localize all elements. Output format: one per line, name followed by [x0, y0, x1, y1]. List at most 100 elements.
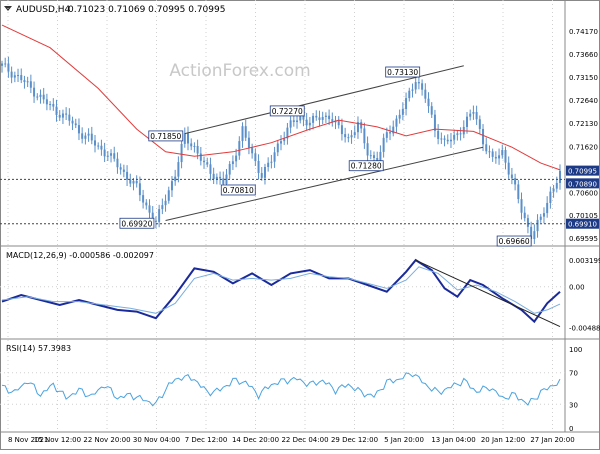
candle-body — [219, 176, 222, 179]
candle-body — [356, 122, 359, 133]
candle-body — [466, 116, 468, 127]
candle-body — [231, 161, 234, 165]
x-tick-label: 27 Jan 20:00 — [530, 436, 574, 444]
candle-body — [183, 133, 186, 144]
candle-body — [305, 119, 308, 126]
candle-body — [286, 127, 289, 139]
candle-body — [33, 87, 36, 97]
candle-body — [263, 167, 266, 178]
rsi-y-tick-label: 0 — [569, 425, 573, 433]
candle-body — [469, 113, 472, 117]
candle-body — [453, 134, 456, 140]
candle-body — [254, 153, 257, 161]
candle-body — [20, 75, 23, 81]
candle-body — [437, 130, 440, 139]
rsi-y-tick-label: 70 — [569, 370, 578, 378]
candle-body — [45, 99, 48, 105]
candle-body — [257, 160, 260, 174]
watermark: ActionForex.com — [169, 61, 310, 81]
candle-body — [405, 98, 408, 110]
candle-body — [270, 161, 273, 163]
candle-body — [315, 115, 318, 118]
candle-body — [498, 155, 501, 159]
candle-body — [289, 120, 292, 128]
sma-line — [1, 24, 561, 171]
level-annotation-box — [119, 217, 155, 229]
level-annotation-label: 0.70810 — [223, 186, 254, 195]
x-tick-label: 29 Dec 12:00 — [331, 436, 378, 444]
level-annotation-label: 0.69660 — [499, 237, 530, 246]
candle-body — [389, 132, 392, 134]
candle-body — [244, 126, 247, 138]
candle-body — [459, 133, 462, 135]
level-annotation-label: 0.72270 — [272, 107, 303, 116]
candle-body — [52, 104, 55, 107]
y-tick-label: 0.70600 — [569, 189, 598, 197]
candle-body — [363, 128, 366, 144]
x-tick-label: 22 Nov 20:00 — [83, 436, 130, 444]
candle-body — [113, 153, 116, 159]
candle-body — [559, 170, 561, 183]
candle-body — [196, 145, 199, 154]
candle-body — [408, 90, 411, 99]
candle-body — [148, 205, 151, 213]
candle-body — [276, 143, 279, 153]
candle-body — [449, 139, 452, 142]
candle-body — [491, 151, 494, 157]
candle-body — [331, 119, 334, 123]
candle-body — [199, 153, 202, 161]
candle-body — [110, 153, 113, 156]
candle-body — [36, 96, 39, 98]
candle-body — [347, 137, 350, 139]
candle-body — [353, 132, 356, 136]
candle-body — [433, 114, 436, 131]
macd-signal-line — [1, 266, 561, 314]
candle-body — [302, 115, 305, 120]
candle-body — [71, 120, 74, 124]
candle-body — [530, 226, 533, 240]
candle-body — [106, 155, 109, 157]
candle-body — [119, 167, 122, 170]
x-tick-label: 20 Jan 12:00 — [481, 436, 525, 444]
candle-body — [122, 169, 125, 172]
candle-body — [292, 120, 295, 123]
candle-body — [10, 71, 13, 78]
level-annotation-box — [220, 184, 256, 196]
candle-body — [68, 114, 71, 121]
candle-body — [212, 173, 215, 180]
rsi-title: RSI(14) 57.3983 — [6, 344, 71, 353]
y-tick-label: 0.72130 — [569, 120, 598, 128]
candle-body — [58, 114, 61, 118]
level-annotation-label: 0.71280 — [351, 162, 382, 171]
y-tick-label: 0.73660 — [569, 51, 598, 59]
candle-body — [340, 125, 343, 135]
candle-body — [241, 126, 244, 142]
rsi-panel — [0, 372, 565, 407]
candle-body — [61, 113, 64, 118]
candle-body — [180, 143, 183, 163]
candle-body — [382, 137, 385, 152]
candle-body — [401, 109, 404, 115]
candle-body — [13, 75, 16, 78]
x-tick-label: 22 Dec 04:00 — [281, 436, 328, 444]
candle-body — [228, 164, 231, 175]
candle-body — [517, 184, 520, 200]
level-annotation-box — [269, 105, 305, 117]
candle-body — [209, 164, 212, 174]
candle-body — [373, 155, 375, 158]
candle-body — [494, 156, 497, 159]
candle-body — [536, 219, 539, 232]
candle-body — [170, 181, 173, 191]
candle-body — [296, 120, 299, 123]
candle-body — [177, 162, 180, 177]
candle-body — [379, 151, 382, 165]
candle-body — [167, 190, 170, 201]
macd-trendline — [415, 259, 561, 327]
candle-body — [552, 188, 555, 192]
candle-body — [203, 160, 206, 163]
candle-body — [193, 145, 196, 147]
candle-body — [485, 144, 488, 152]
candle-body — [520, 199, 523, 213]
candle-body — [395, 118, 398, 127]
